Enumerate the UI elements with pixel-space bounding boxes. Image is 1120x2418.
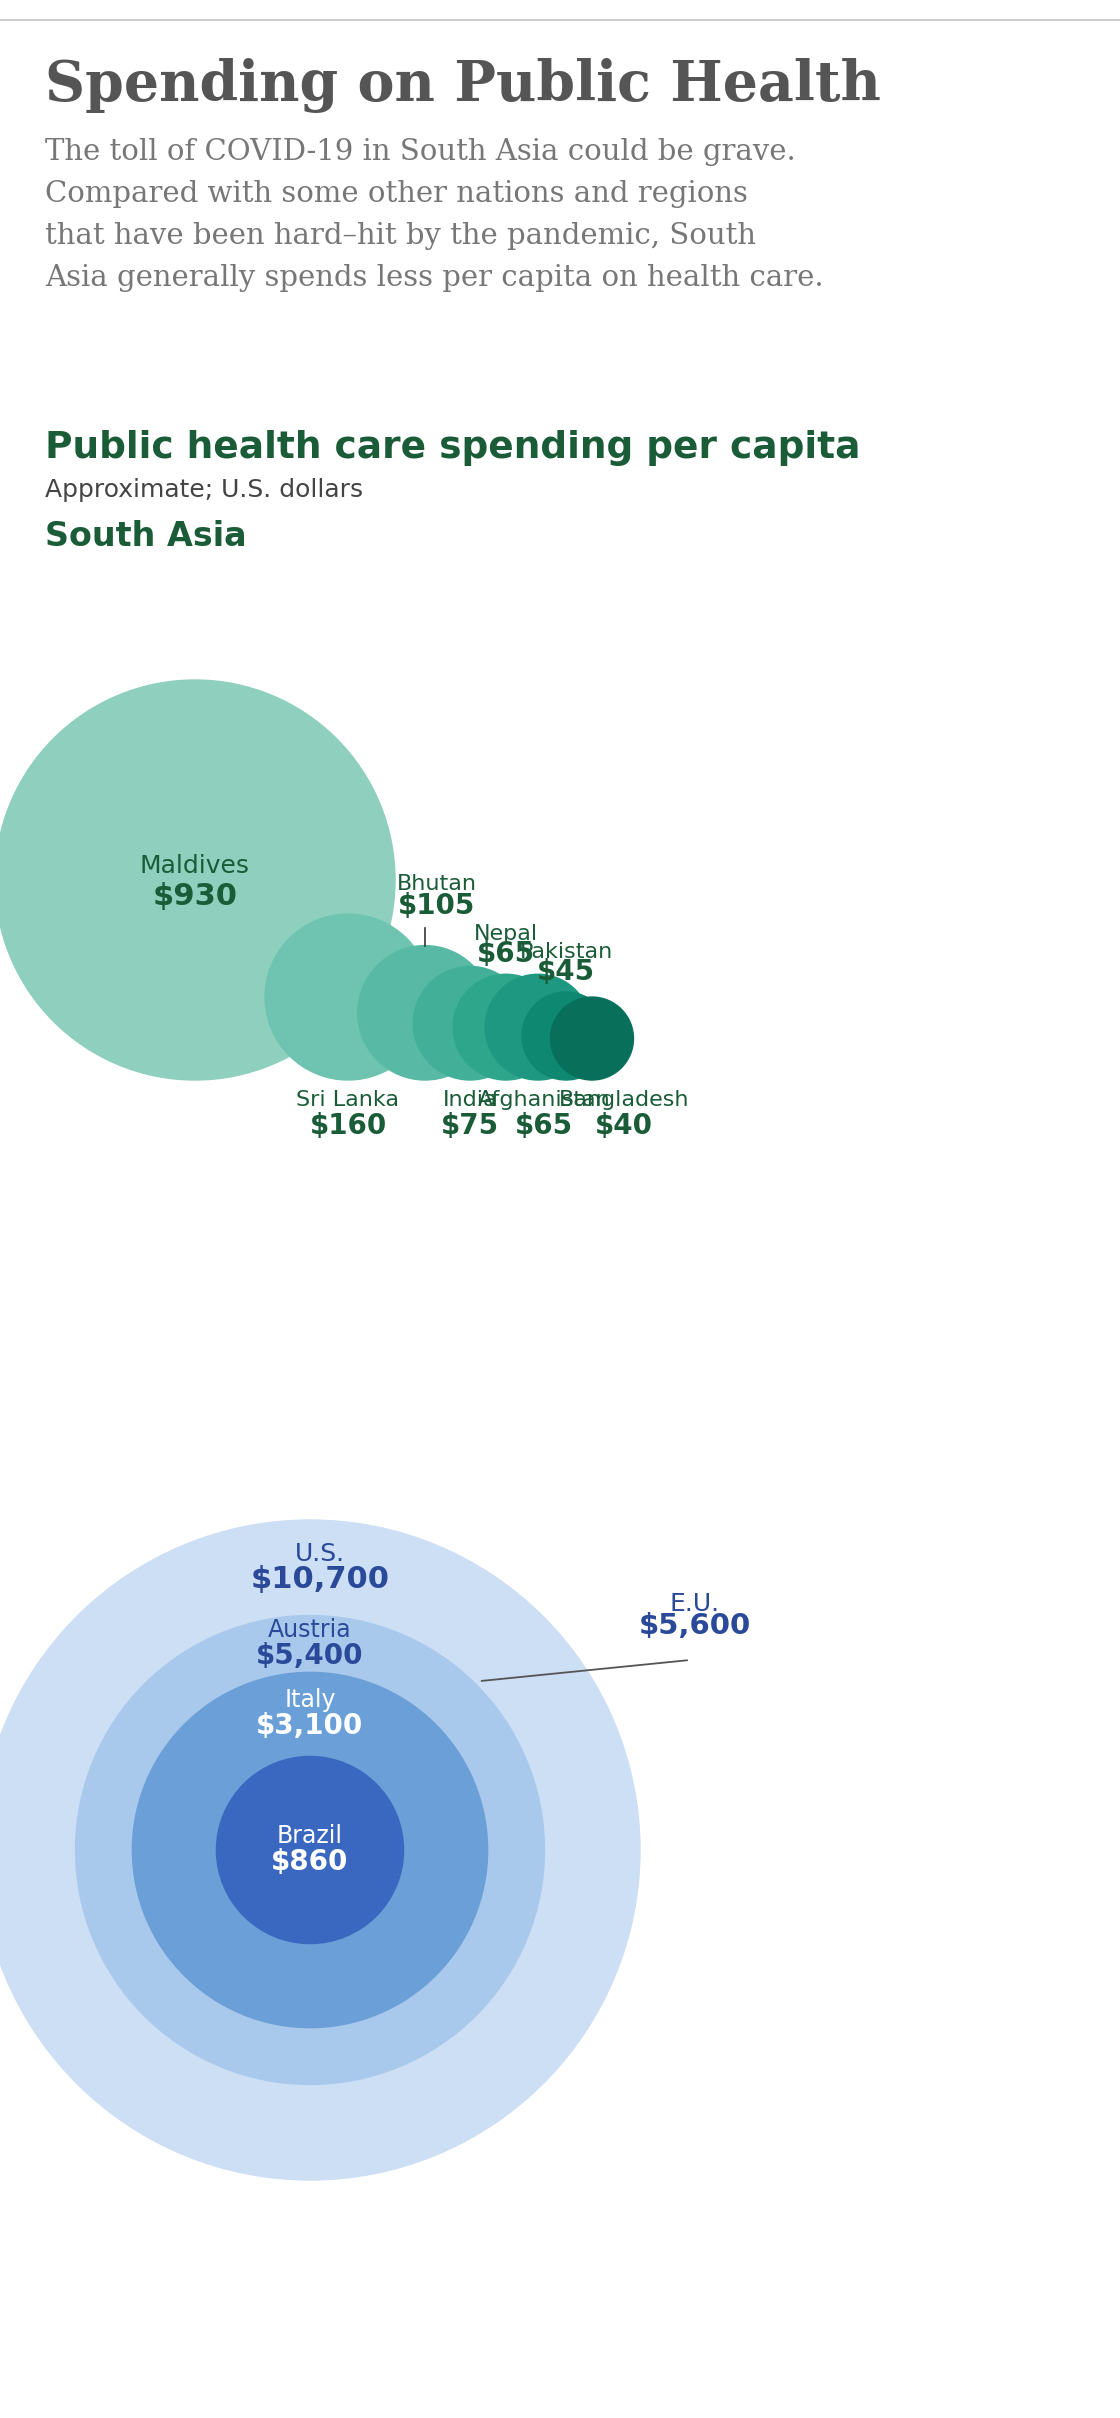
Text: Asia generally spends less per capita on health care.: Asia generally spends less per capita on… xyxy=(45,264,823,293)
Text: $5,400: $5,400 xyxy=(256,1642,364,1671)
Text: Bangladesh: Bangladesh xyxy=(559,1091,689,1110)
Text: The toll of COVID-19 in South Asia could be grave.: The toll of COVID-19 in South Asia could… xyxy=(45,138,795,167)
Circle shape xyxy=(485,974,591,1081)
Text: $5,600: $5,600 xyxy=(638,1613,752,1639)
Text: Compared with some other nations and regions: Compared with some other nations and reg… xyxy=(45,179,748,208)
Text: $930: $930 xyxy=(152,883,237,912)
Circle shape xyxy=(413,967,526,1081)
Text: Pakistan: Pakistan xyxy=(520,943,613,962)
Text: $860: $860 xyxy=(271,1847,348,1876)
Text: $3,100: $3,100 xyxy=(256,1712,364,1741)
Text: $160: $160 xyxy=(309,1112,386,1139)
Text: Public health care spending per capita: Public health care spending per capita xyxy=(45,430,860,467)
Circle shape xyxy=(551,996,634,1081)
Text: $65: $65 xyxy=(515,1112,573,1139)
Circle shape xyxy=(132,1673,487,2029)
Text: $45: $45 xyxy=(536,958,595,987)
Circle shape xyxy=(0,679,395,1081)
Text: Bhutan: Bhutan xyxy=(396,873,477,895)
Text: $75: $75 xyxy=(441,1112,500,1139)
Circle shape xyxy=(522,991,610,1081)
Text: E.U.: E.U. xyxy=(670,1591,720,1615)
Text: $40: $40 xyxy=(595,1112,653,1139)
Text: Afghanistan: Afghanistan xyxy=(477,1091,610,1110)
Text: Spending on Public Health: Spending on Public Health xyxy=(45,58,880,114)
Text: Nepal: Nepal xyxy=(474,924,538,945)
Text: Approximate; U.S. dollars: Approximate; U.S. dollars xyxy=(45,479,363,503)
Text: U.S.: U.S. xyxy=(295,1543,345,1567)
Text: Italy: Italy xyxy=(284,1688,336,1712)
Circle shape xyxy=(265,914,431,1081)
Circle shape xyxy=(454,974,559,1081)
Text: Maldives: Maldives xyxy=(140,854,250,878)
Text: $65: $65 xyxy=(477,941,535,967)
Text: $105: $105 xyxy=(399,892,476,919)
Text: Brazil: Brazil xyxy=(277,1823,343,1847)
Circle shape xyxy=(75,1615,544,2084)
Text: South Asia: South Asia xyxy=(45,520,246,554)
Text: India: India xyxy=(442,1091,497,1110)
Circle shape xyxy=(357,945,492,1081)
Circle shape xyxy=(216,1755,403,1944)
Text: Austria: Austria xyxy=(268,1618,352,1642)
Text: that have been hard–hit by the pandemic, South: that have been hard–hit by the pandemic,… xyxy=(45,222,756,249)
Text: Sri Lanka: Sri Lanka xyxy=(297,1091,400,1110)
Circle shape xyxy=(0,1521,640,2181)
Text: $10,700: $10,700 xyxy=(251,1564,390,1593)
